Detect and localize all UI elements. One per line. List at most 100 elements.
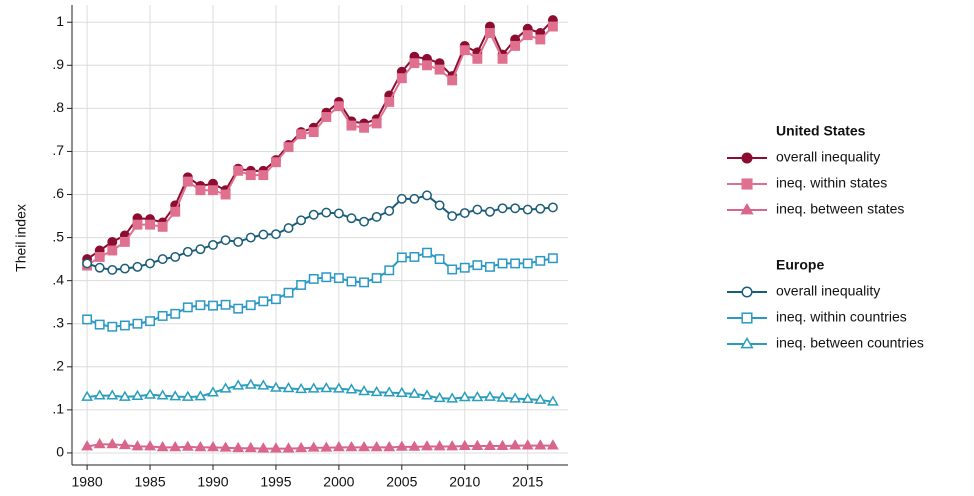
marker <box>547 202 558 213</box>
marker <box>384 96 395 107</box>
marker <box>145 258 156 269</box>
marker <box>521 392 534 404</box>
marker <box>258 170 269 181</box>
marker <box>194 441 207 452</box>
marker <box>156 389 169 400</box>
marker <box>383 441 396 452</box>
marker <box>447 264 458 275</box>
marker <box>245 300 256 311</box>
marker <box>283 223 294 234</box>
y-tick-label: .3 <box>52 314 64 330</box>
marker <box>472 260 483 271</box>
marker <box>132 261 143 272</box>
marker <box>535 203 546 214</box>
marker <box>270 229 281 240</box>
marker <box>131 440 144 451</box>
marker <box>522 258 533 269</box>
y-tick-label: 0 <box>56 444 64 460</box>
series-line <box>86 194 553 271</box>
x-tick-label: 2015 <box>512 474 543 490</box>
marker <box>244 378 257 389</box>
marker <box>132 318 143 329</box>
marker <box>82 314 93 325</box>
marker <box>472 53 483 64</box>
marker <box>740 336 754 349</box>
marker <box>332 441 345 452</box>
marker <box>220 189 231 200</box>
marker <box>535 34 546 45</box>
marker <box>208 300 218 311</box>
x-tick-label: 1995 <box>260 474 291 490</box>
marker <box>472 204 483 215</box>
y-axis-label: Theil index <box>13 204 29 272</box>
marker <box>408 440 421 451</box>
marker <box>258 229 269 240</box>
marker <box>459 45 470 56</box>
marker <box>484 206 495 217</box>
marker <box>409 58 420 69</box>
marker <box>295 382 308 394</box>
marker <box>119 320 130 331</box>
marker <box>220 235 231 246</box>
x-tick-label: 2000 <box>323 474 354 490</box>
marker <box>219 441 232 452</box>
marker <box>395 440 408 451</box>
y-tick-label: .2 <box>52 358 64 374</box>
legend-label: ineq. within states <box>776 175 887 191</box>
y-tick-label: .5 <box>52 228 64 244</box>
marker <box>547 21 558 32</box>
marker <box>496 439 509 450</box>
y-tick-label: .6 <box>52 185 64 201</box>
marker <box>371 273 382 284</box>
marker <box>145 316 156 327</box>
marker <box>522 30 533 41</box>
marker <box>422 190 432 201</box>
marker <box>434 200 445 211</box>
marker <box>270 381 282 392</box>
x-tick-label: 1990 <box>197 474 228 490</box>
marker <box>433 440 446 451</box>
marker <box>295 441 308 453</box>
marker <box>434 254 445 265</box>
marker <box>484 390 496 401</box>
x-tick-label: 2010 <box>449 474 480 490</box>
marker <box>484 28 495 38</box>
marker <box>346 276 357 287</box>
legend-label: overall inequality <box>776 149 880 165</box>
marker <box>471 439 484 450</box>
series-line <box>86 19 554 260</box>
y-tick-label: 1 <box>56 13 64 29</box>
marker <box>510 258 521 269</box>
marker <box>446 392 459 403</box>
marker <box>422 247 432 258</box>
marker <box>258 296 269 307</box>
marker <box>119 263 130 274</box>
marker <box>119 236 130 247</box>
legend-title: Europe <box>776 257 824 273</box>
marker <box>408 387 421 398</box>
marker <box>182 246 193 257</box>
marker <box>320 441 333 452</box>
marker <box>421 389 433 400</box>
marker <box>371 211 382 222</box>
marker <box>169 390 182 401</box>
marker <box>106 389 119 400</box>
marker <box>395 386 408 397</box>
marker <box>370 441 383 452</box>
marker <box>81 440 94 451</box>
marker <box>509 392 522 403</box>
marker <box>283 142 294 153</box>
marker <box>131 389 144 400</box>
marker <box>497 203 508 214</box>
marker <box>169 441 182 452</box>
marker <box>321 207 332 218</box>
marker <box>333 273 344 284</box>
marker <box>245 170 256 181</box>
marker <box>307 382 320 393</box>
y-tick-label: .9 <box>52 56 64 72</box>
marker <box>107 321 118 332</box>
marker <box>233 303 244 314</box>
marker <box>296 215 307 226</box>
marker <box>384 265 395 276</box>
